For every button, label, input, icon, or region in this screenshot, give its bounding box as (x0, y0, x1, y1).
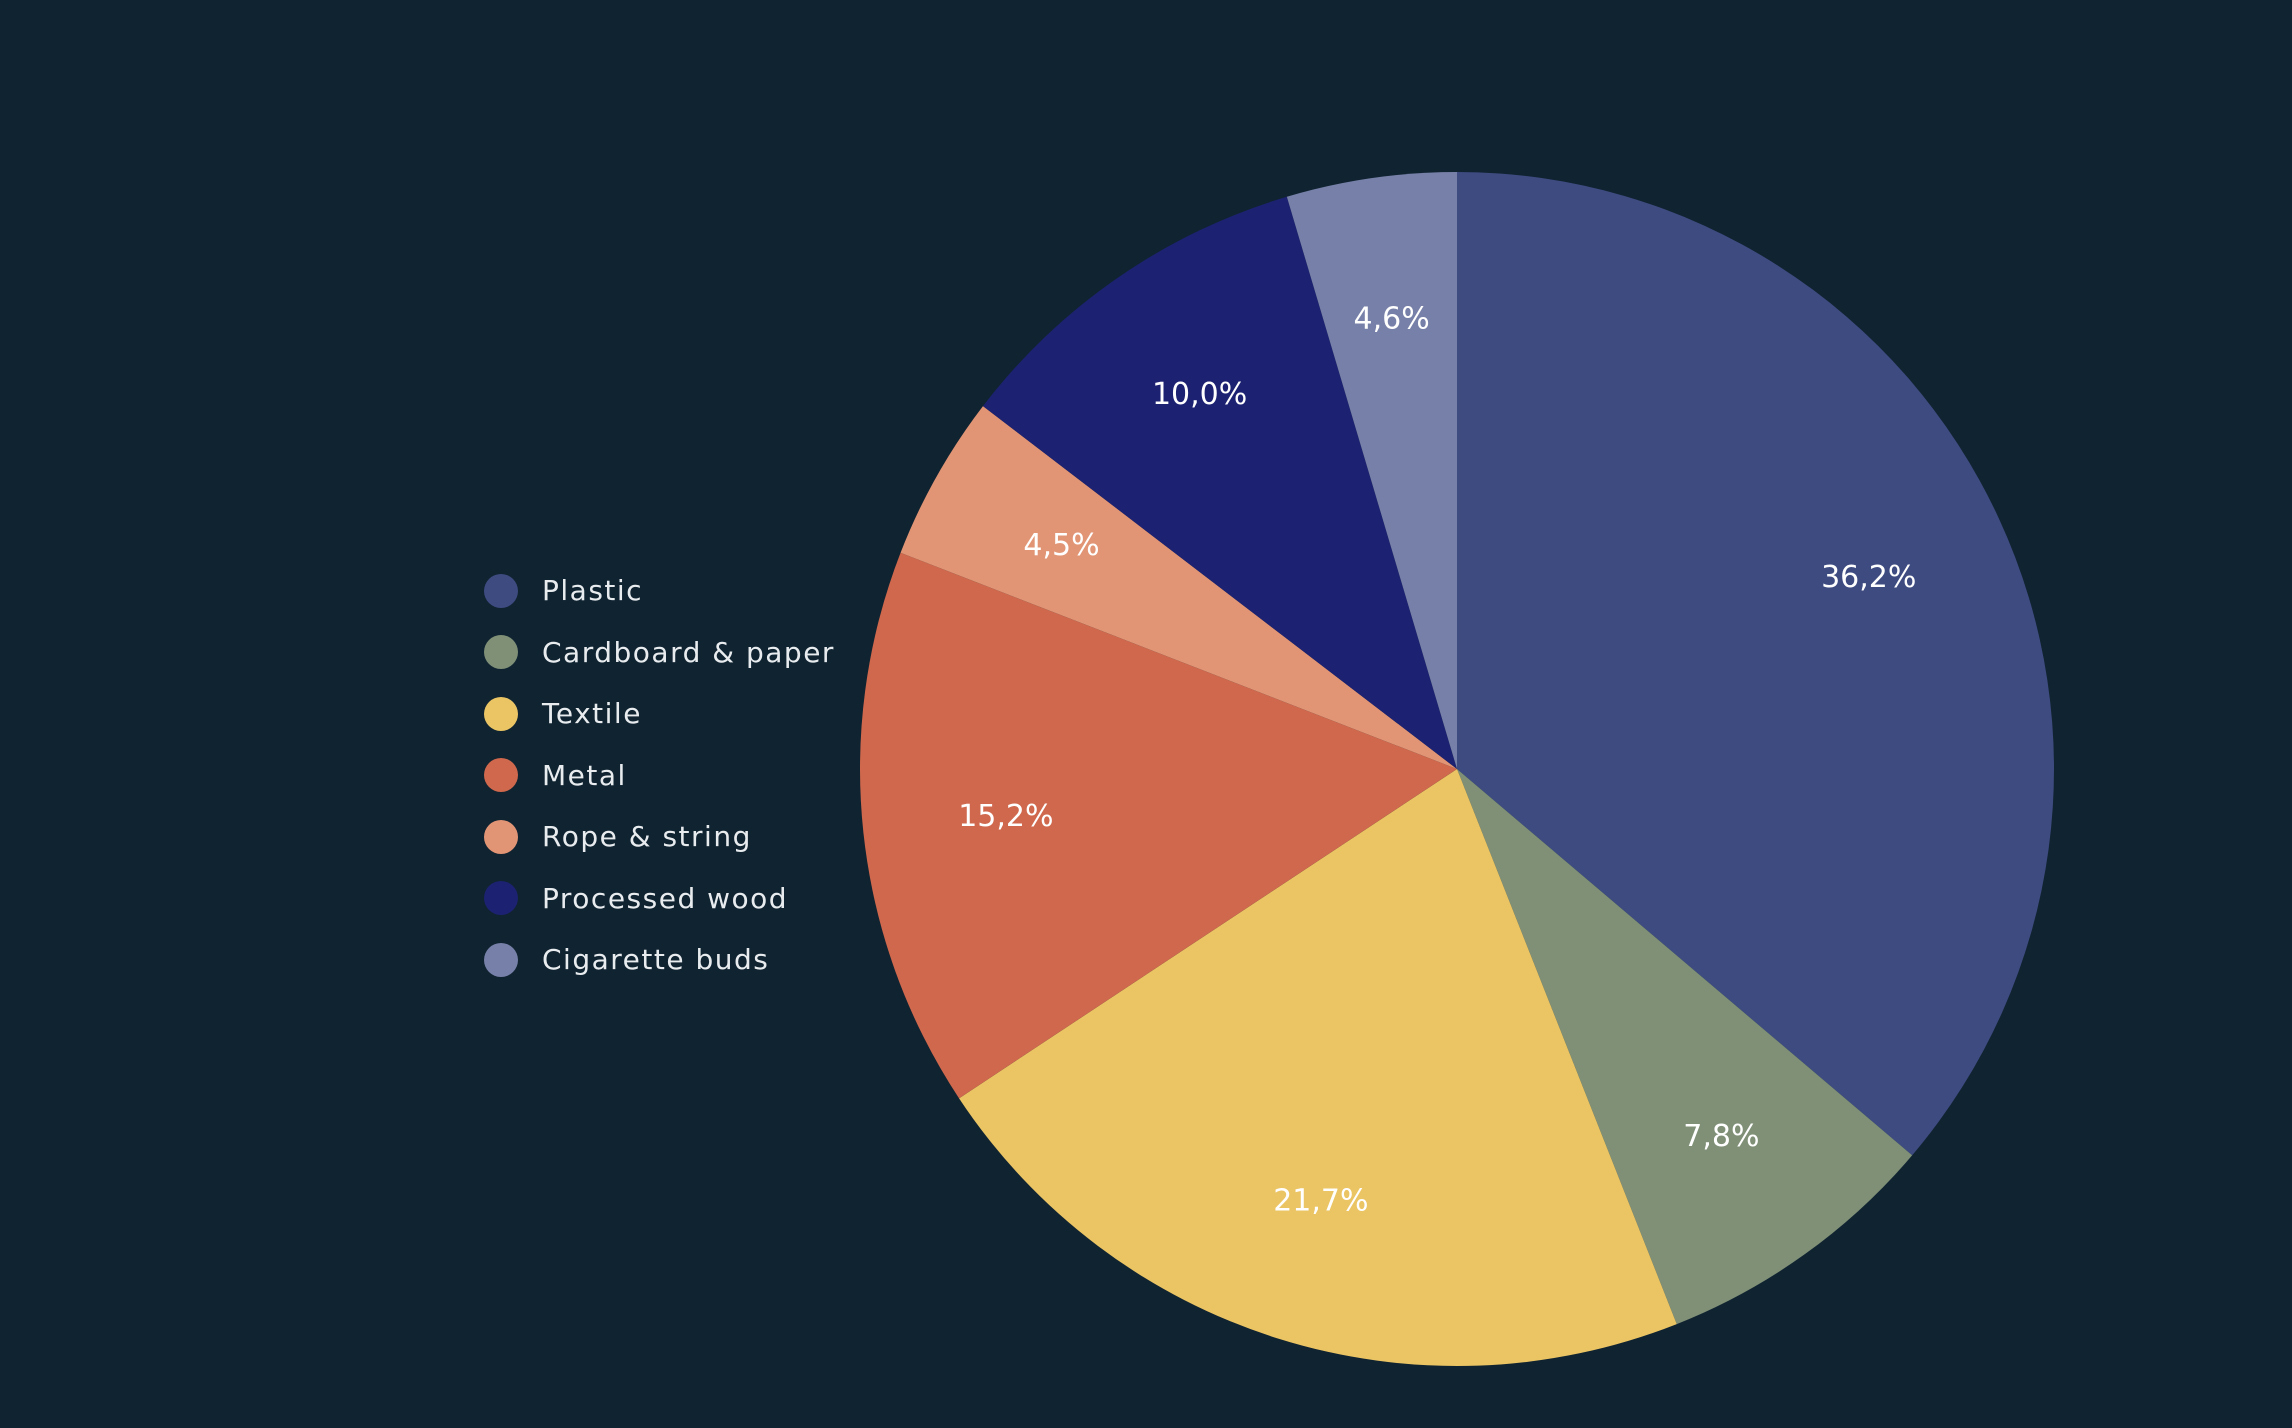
legend-item[interactable]: Cardboard & paper (484, 622, 835, 684)
legend-item[interactable]: Textile (484, 683, 835, 745)
pie-slice-cardboard-paper (1457, 769, 1913, 1325)
legend-swatch (484, 758, 518, 793)
legend-item[interactable]: Plastic (484, 560, 835, 622)
legend-label: Processed wood (542, 881, 789, 915)
data-label: 21,7% (1273, 1183, 1368, 1218)
legend-item[interactable]: Processed wood (484, 868, 835, 930)
legend-swatch (484, 635, 518, 670)
legend-label: Metal (542, 758, 627, 792)
legend-label: Rope & string (542, 820, 752, 854)
data-label: 15,2% (958, 799, 1053, 834)
data-label: 7,8% (1683, 1119, 1759, 1154)
pie-slice-textile (959, 769, 1677, 1366)
legend: Plastic Cardboard & paper Textile Metal Rope… (484, 560, 835, 991)
legend-label: Plastic (542, 574, 644, 608)
legend-swatch (484, 573, 518, 608)
pie-slice-processed-wood (982, 196, 1457, 769)
legend-swatch (484, 819, 518, 854)
legend-item[interactable]: Metal (484, 745, 835, 807)
legend-swatch (484, 942, 518, 977)
legend-label: Cardboard & paper (542, 635, 835, 669)
legend-item[interactable]: Rope & string (484, 806, 835, 868)
legend-label: Cigarette buds (542, 943, 770, 977)
pie-slice-rope-string (900, 406, 1457, 769)
data-label: 36,2% (1821, 560, 1916, 595)
data-label: 4,6% (1354, 302, 1430, 337)
legend-swatch (484, 696, 518, 731)
pie-slice-plastic (1457, 172, 2054, 1156)
pie-slice-cigarette-buds (1286, 172, 1457, 769)
legend-label: Textile (542, 697, 642, 731)
pie-slice-metal (860, 552, 1457, 1099)
data-label: 4,5% (1023, 528, 1099, 563)
legend-swatch (484, 881, 518, 916)
data-label: 10,0% (1152, 377, 1247, 412)
legend-item[interactable]: Cigarette buds (484, 929, 835, 991)
